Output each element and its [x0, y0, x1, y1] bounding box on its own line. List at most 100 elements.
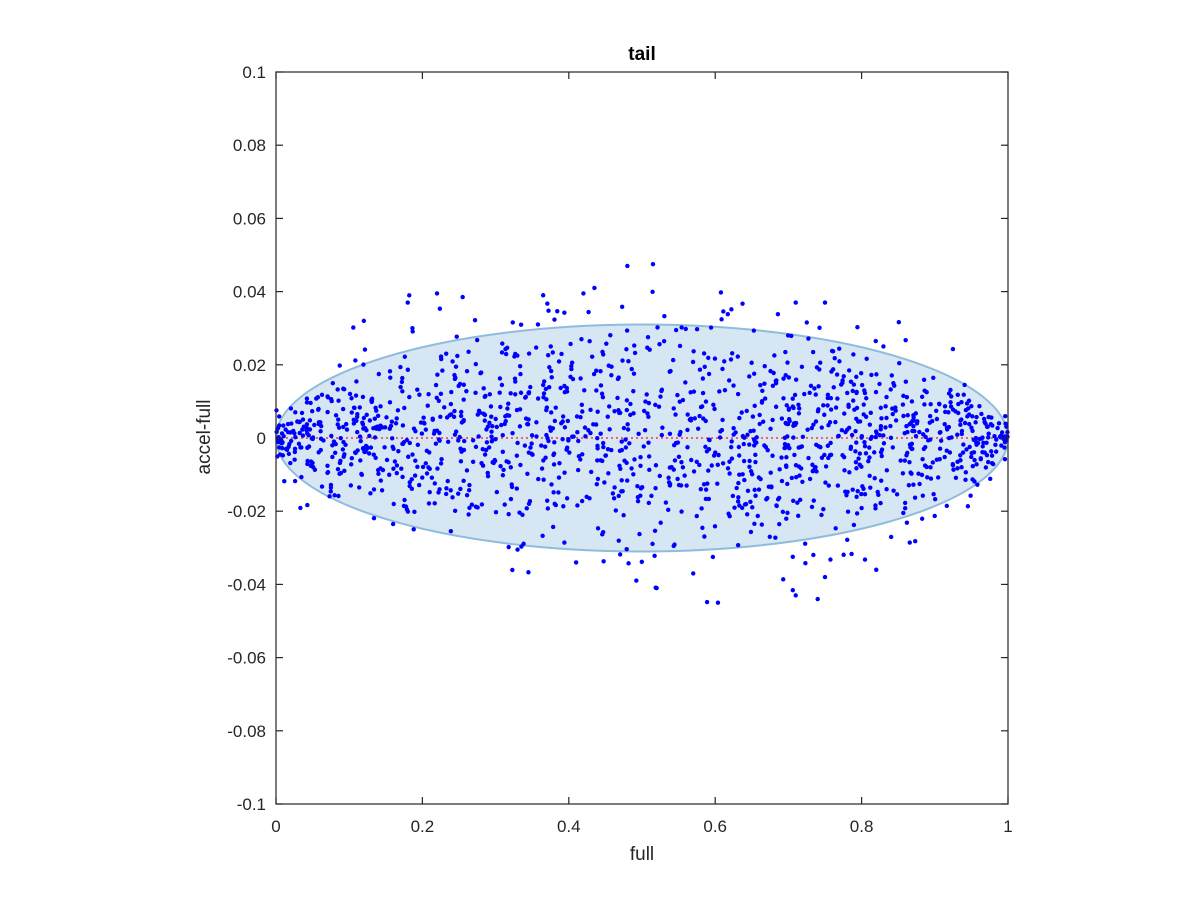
data-point [340, 447, 346, 452]
data-point [951, 467, 956, 472]
data-point [407, 440, 412, 446]
data-point [454, 334, 459, 339]
data-point [552, 317, 557, 322]
plot-area [274, 72, 1010, 804]
data-point [578, 376, 583, 381]
data-point [300, 417, 306, 422]
data-point [569, 366, 574, 372]
data-point [854, 374, 859, 380]
data-point [595, 526, 601, 531]
data-point [793, 422, 798, 427]
data-point [751, 371, 757, 376]
data-point [387, 369, 393, 374]
data-point [437, 306, 443, 311]
data-point [410, 329, 415, 334]
data-point [677, 343, 683, 349]
data-point [937, 457, 942, 462]
data-point [375, 413, 381, 419]
data-point [601, 352, 606, 357]
data-point [790, 396, 795, 401]
data-point [845, 537, 850, 542]
data-point [489, 429, 494, 434]
data-point [393, 421, 399, 426]
data-point [841, 374, 846, 379]
data-point [549, 482, 554, 487]
data-point [961, 442, 966, 447]
data-point [825, 392, 831, 398]
data-point [359, 471, 364, 477]
data-point [726, 378, 732, 383]
data-point [482, 452, 488, 457]
data-point [857, 451, 863, 456]
data-point [867, 473, 872, 479]
data-point [635, 484, 640, 489]
data-point [741, 458, 747, 464]
data-point [626, 561, 631, 566]
data-point [993, 449, 999, 454]
data-point [771, 370, 776, 376]
data-point [506, 511, 511, 517]
data-point [848, 446, 853, 452]
data-point [982, 450, 987, 455]
data-point [282, 478, 287, 484]
data-point [999, 443, 1004, 448]
data-point [996, 421, 1002, 426]
data-point [458, 459, 464, 464]
data-point [351, 405, 357, 410]
data-point [632, 457, 637, 462]
data-point [494, 489, 500, 495]
data-point [420, 464, 426, 470]
data-point [740, 472, 745, 477]
data-point [325, 395, 331, 400]
data-point [424, 471, 430, 476]
data-point [357, 405, 362, 410]
data-point [760, 388, 765, 394]
data-point [452, 508, 458, 513]
data-point [833, 405, 839, 410]
data-point [652, 553, 657, 559]
data-point [948, 404, 954, 409]
data-point [318, 436, 324, 441]
data-point [628, 401, 633, 407]
data-point [506, 413, 512, 418]
data-point [850, 388, 855, 394]
data-point [666, 507, 671, 512]
data-point [706, 468, 711, 473]
data-point [784, 403, 789, 408]
data-point [841, 454, 847, 460]
data-point [862, 390, 868, 396]
data-point [602, 480, 607, 485]
data-point [907, 540, 912, 545]
data-point [372, 416, 377, 421]
data-point [859, 505, 864, 511]
data-point [349, 462, 354, 467]
data-point [701, 482, 707, 487]
y-tick-label: 0 [257, 429, 266, 448]
data-point [650, 541, 655, 547]
data-point [440, 368, 445, 373]
data-point [700, 525, 705, 531]
data-point [631, 472, 636, 477]
data-point [557, 460, 562, 466]
data-point [600, 394, 606, 400]
data-point [854, 405, 860, 411]
data-point [448, 488, 453, 493]
data-point [903, 379, 909, 384]
data-point [625, 263, 630, 269]
data-point [821, 403, 826, 408]
data-point [762, 381, 767, 386]
data-points [274, 261, 1010, 605]
data-point [782, 435, 788, 440]
data-point [729, 439, 734, 444]
data-point [298, 445, 303, 450]
data-point [796, 411, 802, 416]
data-point [784, 455, 789, 460]
chart-title: tail [628, 44, 655, 65]
data-point [561, 504, 566, 509]
data-point [639, 559, 645, 565]
data-point [966, 398, 972, 403]
data-point [631, 411, 636, 416]
data-point [721, 309, 726, 314]
data-point [961, 392, 966, 397]
data-point [754, 435, 759, 440]
